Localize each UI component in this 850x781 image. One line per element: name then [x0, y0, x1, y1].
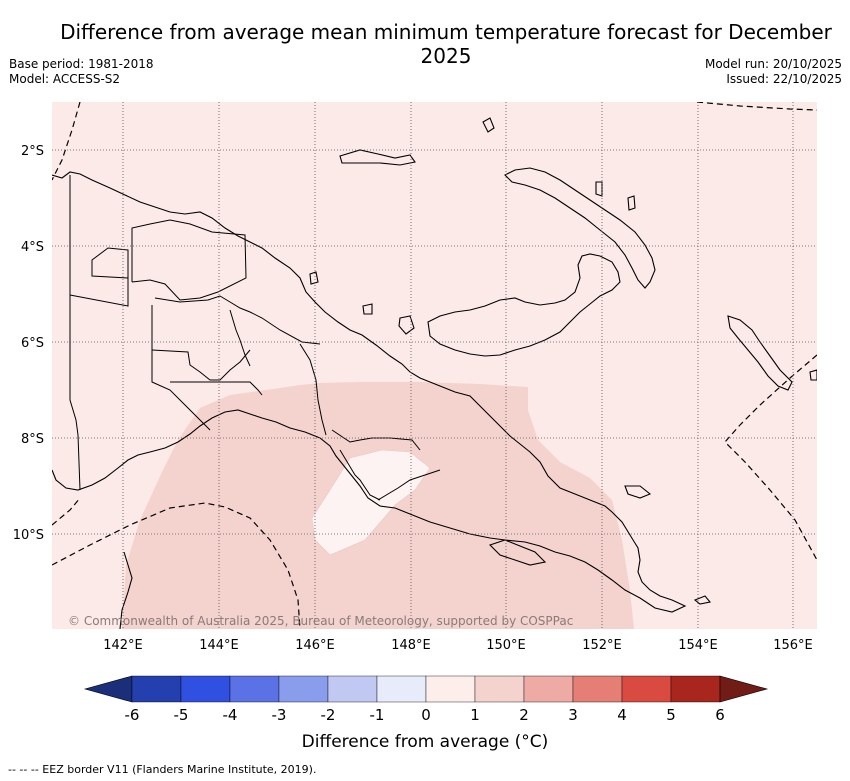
- bougainville-coast: [727, 315, 793, 391]
- meta-left: Base period: 1981-2018 Model: ACCESS-S2: [9, 57, 154, 87]
- dentrecasteaux-islands: [488, 539, 547, 566]
- small-island-4: [362, 303, 373, 315]
- colorbar-segment: [670, 675, 721, 703]
- eez-southwest: [52, 502, 301, 629]
- colorbar-tick-label: -4: [223, 706, 238, 724]
- border-1: [69, 175, 81, 491]
- longitude-labels: 142°E 144°E 146°E 148°E 150°E 152°E 154°…: [103, 638, 813, 653]
- colorbar-tick-label: -1: [370, 706, 385, 724]
- colorbar: -6 -5 -4 -3 -2 -1 0 1 2 3 4 5 6: [83, 675, 769, 724]
- eez-east: [696, 102, 817, 111]
- border-4: [154, 295, 321, 345]
- small-island-3: [398, 315, 415, 335]
- small-island-9: [624, 485, 652, 499]
- base-period: Base period: 1981-2018: [9, 57, 154, 71]
- colorbar-over-arrow: [719, 675, 769, 703]
- colorbar-segment: [425, 675, 476, 703]
- small-island-7: [809, 369, 817, 381]
- eez-footnote: -- -- -- EEZ border V11 (Flanders Marine…: [8, 763, 317, 776]
- border-12: [229, 309, 251, 367]
- model-run: Model run: 20/10/2025: [704, 57, 842, 71]
- eez-west-south: [52, 497, 81, 526]
- border-6: [170, 381, 263, 396]
- provincial-borders: [69, 175, 441, 501]
- colorbar-tick-label: 6: [715, 706, 725, 724]
- eez-west-north: [52, 102, 81, 181]
- colorbar-segment: [327, 675, 378, 703]
- lon-label-146e: 146°E: [295, 638, 335, 653]
- meta-right: Model run: 20/10/2025 Issued: 22/10/2025: [705, 57, 842, 87]
- colorbar-segment: [131, 675, 182, 703]
- small-island-5: [627, 195, 636, 211]
- colorbar-tick-label: 5: [666, 706, 676, 724]
- border-10: [339, 449, 381, 501]
- colorbar-tick-label: 1: [470, 706, 480, 724]
- lat-label-4s: 4°S: [21, 240, 44, 255]
- border-3: [131, 219, 247, 301]
- lon-label-156e: 156°E: [773, 638, 813, 653]
- lat-label-8s: 8°S: [21, 432, 44, 447]
- border-7: [151, 305, 211, 431]
- lat-label-6s: 6°S: [21, 336, 44, 351]
- cape-york-coast: [119, 551, 133, 629]
- lon-label-154e: 154°E: [678, 638, 718, 653]
- colorbar-segment: [180, 675, 231, 703]
- colorbar-tick-label: 3: [568, 706, 578, 724]
- colorbar-segment: [621, 675, 672, 703]
- map-title: Difference from average mean minimum tem…: [60, 20, 832, 68]
- border-9: [331, 429, 421, 451]
- new-guinea-coast: [52, 171, 687, 613]
- colorbar-segment: [572, 675, 623, 703]
- lon-label-142e: 142°E: [103, 638, 143, 653]
- copyright-text: © Commonwealth of Australia 2025, Bureau…: [68, 614, 573, 628]
- issued-date: Issued: 22/10/2025: [726, 72, 842, 86]
- colorbar-segment: [376, 675, 427, 703]
- manus-island: [339, 149, 416, 166]
- lat-label-2s: 2°S: [21, 144, 44, 159]
- lon-label-150e: 150°E: [486, 638, 526, 653]
- latitude-labels: 2°S 4°S 6°S 8°S 10°S: [13, 144, 44, 543]
- colorbar-tick-label: 2: [519, 706, 529, 724]
- colorbar-tick-label: -5: [174, 706, 189, 724]
- small-island-8: [693, 595, 712, 605]
- colorbar-tick-label: -6: [125, 706, 140, 724]
- colorbar-segment: [474, 675, 525, 703]
- colorbar-tick-label: -3: [272, 706, 287, 724]
- model-name: Model: ACCESS-S2: [9, 72, 121, 86]
- lon-label-152e: 152°E: [582, 638, 622, 653]
- colorbar-segment: [278, 675, 329, 703]
- colorbar-tick-label: -2: [321, 706, 336, 724]
- gridlines: [52, 102, 817, 629]
- border-5: [151, 349, 251, 381]
- border-8: [299, 343, 327, 436]
- border-2: [69, 247, 129, 307]
- colorbar-label: Difference from average (°C): [301, 732, 549, 752]
- coastlines: [52, 117, 817, 629]
- small-island-1: [482, 117, 495, 133]
- colorbar-segment: [229, 675, 280, 703]
- new-ireland-coast: [504, 167, 656, 289]
- colorbar-segment: [523, 675, 574, 703]
- lat-label-10s: 10°S: [13, 528, 44, 543]
- colorbar-tick-label: 0: [421, 706, 431, 724]
- new-britain-coast: [427, 253, 621, 357]
- eez-borders: [52, 102, 817, 629]
- border-11: [377, 469, 441, 501]
- lon-label-144e: 144°E: [199, 638, 239, 653]
- lon-label-148e: 148°E: [391, 638, 431, 653]
- small-island-2: [309, 271, 319, 285]
- map-area: © Commonwealth of Australia 2025, Bureau…: [52, 102, 817, 629]
- colorbar-under-arrow: [83, 675, 133, 703]
- colorbar-tick-label: 4: [617, 706, 627, 724]
